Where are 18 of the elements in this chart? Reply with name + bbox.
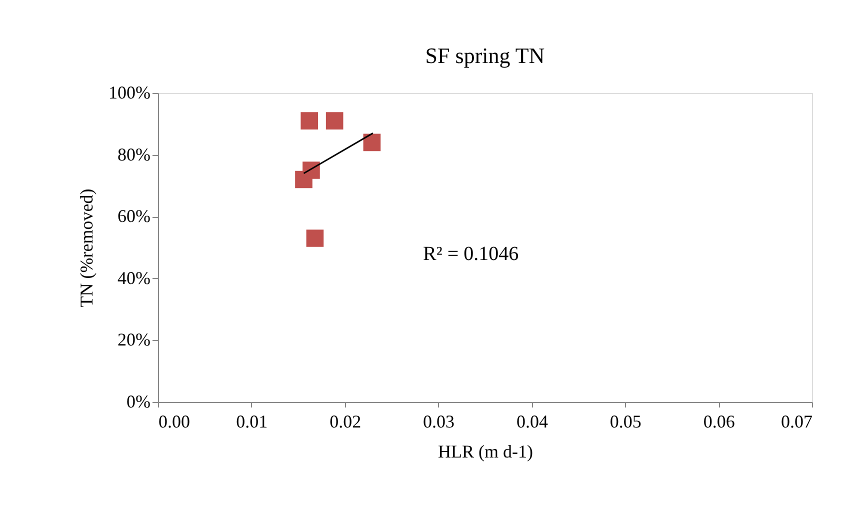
- x-tick-label: 0.02: [330, 412, 362, 432]
- x-tick-label: 0.04: [516, 412, 548, 432]
- y-axis-title: TN (%removed): [76, 188, 97, 308]
- annotation: R² = 0.1046: [423, 243, 519, 265]
- chart-title: SF spring TN: [425, 43, 545, 68]
- y-tick-label: 80%: [118, 144, 150, 164]
- y-tick-label: 60%: [118, 206, 150, 226]
- x-tick-label: 0.01: [236, 412, 268, 432]
- y-tick-label: 40%: [118, 268, 150, 288]
- y-tick-label: 100%: [108, 82, 150, 102]
- x-tick-label: 0.05: [610, 412, 642, 432]
- x-tick-label: 0.07: [781, 412, 812, 432]
- x-tick-label: 0.03: [423, 412, 455, 432]
- y-tick-label: 0%: [126, 392, 150, 412]
- x-tick-label: 0.06: [703, 412, 735, 432]
- x-tick-label: 0.00: [158, 412, 190, 432]
- y-tick-label: 20%: [118, 330, 150, 350]
- x-axis-title: HLR (m d-1): [438, 442, 533, 462]
